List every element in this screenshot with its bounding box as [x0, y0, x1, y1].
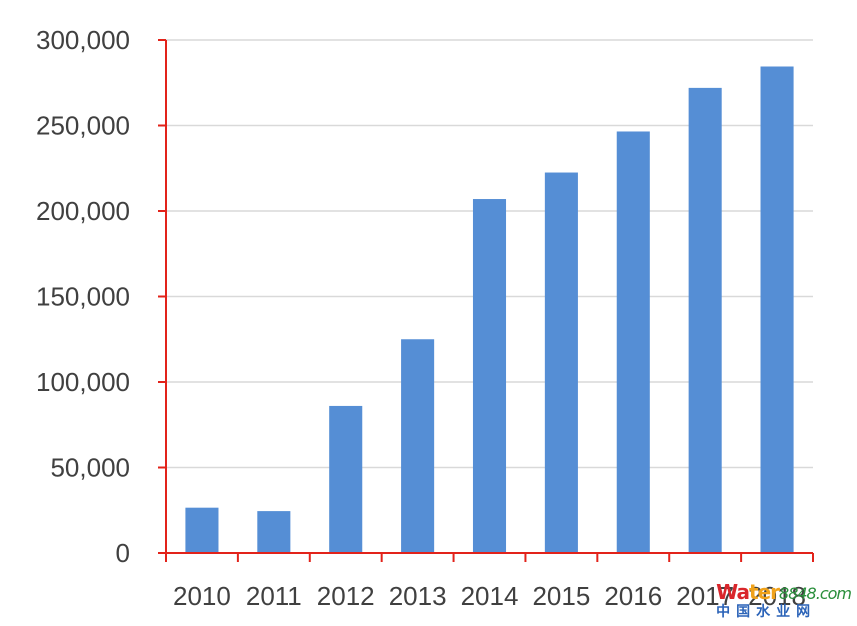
bar: [544, 172, 578, 553]
watermark-top: Water8848.com: [716, 580, 852, 604]
y-tick-label: 50,000: [50, 453, 130, 483]
y-tick-label: 0: [116, 538, 130, 568]
watermark-bottom: 中国水业网: [716, 604, 817, 620]
bar: [616, 131, 650, 554]
bar: [329, 405, 363, 553]
bars: [185, 66, 794, 554]
bar: [688, 87, 722, 553]
y-tick-label: 250,000: [36, 111, 130, 141]
bar: [257, 511, 291, 553]
x-tick-label: 2016: [604, 581, 662, 611]
y-tick-label: 200,000: [36, 196, 130, 226]
x-tick-label: 2015: [532, 581, 590, 611]
watermark-part-a: Wa: [716, 580, 750, 604]
x-tick-label: 2017: [676, 581, 734, 611]
bar: [185, 507, 219, 553]
x-tick-label: 2011: [246, 581, 302, 611]
bar: [401, 339, 435, 553]
y-tick-label: 100,000: [36, 367, 130, 397]
x-tick-labels: 2010 2011 2012 2013 2014 2015 2016 2017 2018: [173, 581, 806, 611]
x-tick-label: 2010: [173, 581, 231, 611]
y-tick-label: 300,000: [36, 25, 130, 55]
bar: [760, 66, 794, 553]
x-tick-label: 2013: [389, 581, 447, 611]
x-tick-label: 2012: [317, 581, 375, 611]
x-tick-label: 2014: [461, 581, 519, 611]
watermark-logo: Water8848.com 中国水业网: [716, 580, 852, 620]
axes: [158, 39, 814, 562]
y-tick-label: 150,000: [36, 282, 130, 312]
watermark-part-b: ter: [749, 580, 780, 604]
x-tick-label: 2018: [748, 581, 806, 611]
y-tick-labels: 0 50,000 100,000 150,000 200,000 250,000 300,0…: [36, 25, 130, 568]
bar: [472, 199, 507, 553]
watermark-part-c: 8848.com: [779, 584, 852, 603]
